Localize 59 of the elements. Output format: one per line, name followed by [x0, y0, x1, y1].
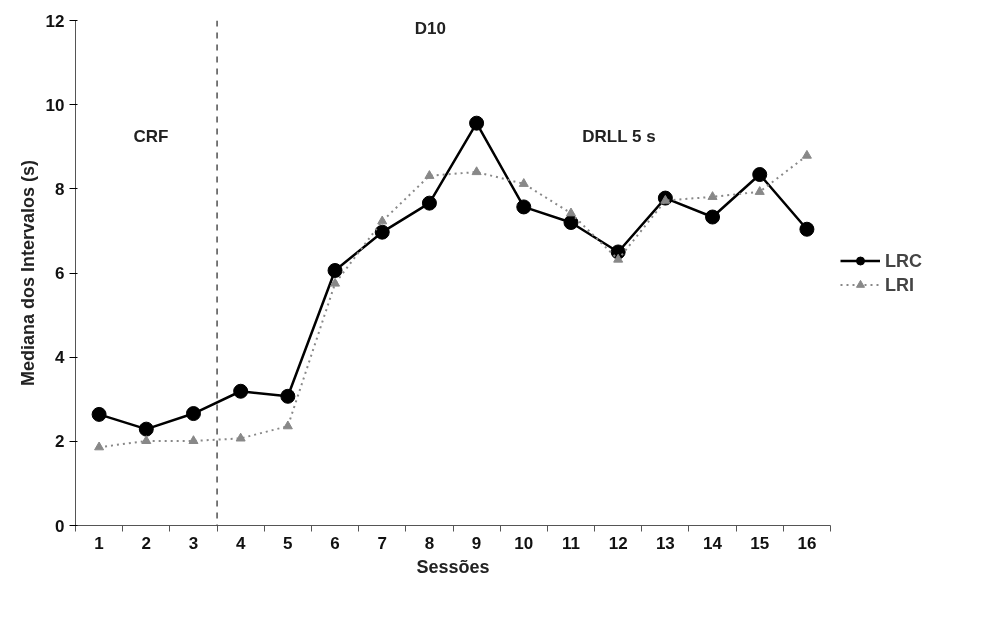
point	[424, 170, 435, 179]
y-tick-label: 8	[55, 179, 65, 199]
x-tick-label: 12	[608, 533, 628, 553]
point	[563, 215, 579, 230]
x-tick-label: 10	[514, 533, 534, 553]
x-tick-label: 5	[283, 533, 293, 553]
point	[707, 191, 718, 200]
y-tick-label: 2	[55, 432, 65, 452]
point	[280, 388, 296, 404]
annotation: DRLL 5 s	[582, 127, 656, 147]
y-tick-label: 10	[45, 95, 65, 115]
point	[185, 406, 201, 422]
y-tick-label: 4	[55, 348, 66, 368]
x-tick-label: 2	[141, 533, 152, 553]
point	[565, 207, 576, 217]
x-tick-label: 15	[750, 533, 770, 553]
y-tick-label: 12	[45, 11, 65, 31]
point	[235, 432, 246, 442]
point	[705, 209, 721, 225]
point	[233, 383, 249, 399]
x-axis-title: Sessões	[416, 556, 490, 577]
x-tick-label: 9	[471, 533, 482, 553]
point	[138, 421, 154, 437]
x-tick-label: 7	[377, 533, 387, 553]
x-tick-label: 3	[188, 533, 199, 553]
point	[282, 420, 293, 430]
point	[469, 115, 485, 131]
point	[94, 441, 105, 451]
point	[374, 224, 390, 240]
point	[518, 178, 529, 187]
annotation: CRF	[133, 127, 169, 147]
y-axis-title: Mediana dos Intervalos (s)	[17, 159, 38, 387]
point	[516, 199, 532, 215]
x-tick-label: 16	[797, 533, 817, 553]
point	[471, 166, 482, 176]
x-tick-label: 1	[94, 533, 104, 553]
x-tick-label: 11	[561, 533, 580, 553]
y-tick-label: 0	[55, 516, 65, 536]
x-tick-label: 4	[235, 533, 246, 553]
point	[421, 195, 437, 211]
legend-label: LRI	[885, 274, 914, 295]
x-tick-label: 13	[655, 533, 675, 553]
x-tick-label: 8	[424, 533, 435, 553]
point	[752, 167, 768, 183]
point	[754, 186, 765, 195]
legend-label: LRC	[885, 250, 922, 271]
point	[91, 406, 107, 422]
x-tick-label: 6	[330, 533, 340, 553]
point	[801, 149, 812, 159]
y-tick-label: 6	[55, 264, 65, 283]
x-tick-label: 14	[703, 533, 723, 553]
annotation: D10	[414, 18, 446, 38]
point	[141, 435, 152, 445]
point	[188, 435, 199, 445]
point	[327, 262, 343, 278]
point	[330, 277, 341, 287]
point	[799, 221, 815, 237]
point	[613, 253, 624, 263]
point	[377, 215, 388, 225]
